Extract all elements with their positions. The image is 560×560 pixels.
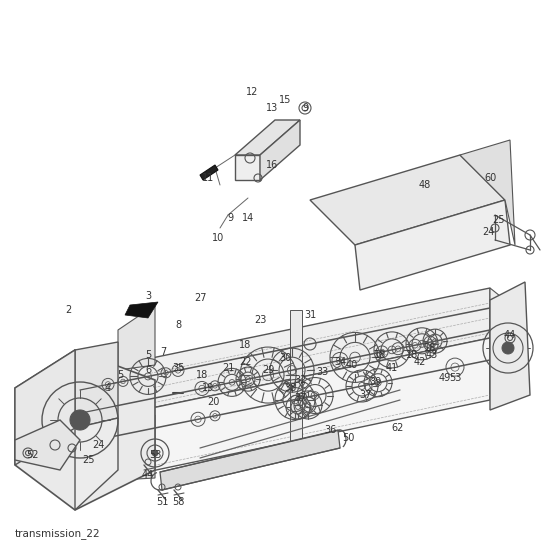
Text: 32: 32 [294,375,306,385]
Polygon shape [125,302,158,318]
Text: 20: 20 [207,397,219,407]
Text: 38: 38 [284,383,296,393]
Text: 18: 18 [196,370,208,380]
Text: 16: 16 [266,160,278,170]
Text: 40: 40 [346,360,358,370]
Text: 44: 44 [504,330,516,340]
Text: 50: 50 [342,433,354,443]
Text: 18: 18 [239,340,251,350]
Text: 8: 8 [175,320,181,330]
Circle shape [70,410,90,430]
Text: 42: 42 [414,357,426,367]
Polygon shape [355,200,510,290]
Text: 53: 53 [449,373,461,383]
Polygon shape [260,120,300,180]
Polygon shape [490,282,530,410]
Text: 39: 39 [369,377,381,387]
Text: 6: 6 [145,365,151,375]
Text: 48: 48 [419,180,431,190]
Text: 49: 49 [439,373,451,383]
Text: 4: 4 [105,383,111,393]
Text: 21: 21 [222,363,234,373]
Text: 29: 29 [262,365,274,375]
Polygon shape [490,312,520,400]
Polygon shape [310,155,505,245]
Text: transmission_22: transmission_22 [15,528,101,539]
Text: 24: 24 [92,440,104,450]
Text: 18: 18 [424,343,436,353]
Text: 52: 52 [26,450,38,460]
Text: 27: 27 [194,293,206,303]
Polygon shape [118,288,490,415]
Polygon shape [15,350,75,465]
Text: 31: 31 [304,310,316,320]
Polygon shape [235,120,300,155]
Text: 5: 5 [145,350,151,360]
Text: 19: 19 [202,383,214,393]
Text: 53: 53 [149,450,161,460]
Polygon shape [200,165,218,180]
Text: 9: 9 [227,213,233,223]
Text: 23: 23 [254,315,266,325]
Text: 43: 43 [426,350,438,360]
Text: 3: 3 [145,291,151,301]
Text: 22: 22 [239,357,251,367]
Text: 14: 14 [242,213,254,223]
Polygon shape [490,288,520,338]
Text: 33: 33 [316,367,328,377]
Polygon shape [75,342,118,428]
Text: 60: 60 [484,173,496,183]
Text: 34: 34 [334,357,346,367]
Polygon shape [118,338,490,478]
Text: 10: 10 [212,233,224,243]
Polygon shape [15,350,155,510]
Text: 25: 25 [82,455,94,465]
Polygon shape [160,430,340,490]
Circle shape [152,450,158,456]
Text: 2: 2 [65,305,71,315]
Text: 35: 35 [172,363,184,373]
Polygon shape [460,140,515,245]
Circle shape [502,342,514,354]
Text: 62: 62 [392,423,404,433]
Text: 9: 9 [302,103,308,113]
Text: 25: 25 [492,215,504,225]
Text: 37: 37 [359,390,371,400]
Polygon shape [118,415,155,480]
Text: 18: 18 [406,350,418,360]
Text: 30: 30 [279,353,291,363]
Polygon shape [15,420,80,470]
Text: 11: 11 [202,173,214,183]
Text: 41: 41 [386,363,398,373]
Text: 15: 15 [279,95,291,105]
Text: 12: 12 [246,87,258,97]
Text: 5: 5 [117,370,123,380]
Text: 24: 24 [482,227,494,237]
Text: 36: 36 [324,425,336,435]
Text: 7: 7 [160,347,166,357]
Text: 37: 37 [294,393,306,403]
Polygon shape [235,155,260,180]
Text: 18: 18 [374,350,386,360]
Text: 58: 58 [172,497,184,507]
Polygon shape [290,310,302,445]
Text: 13: 13 [266,103,278,113]
Polygon shape [118,305,155,370]
Text: 44: 44 [142,470,154,480]
Polygon shape [75,418,118,510]
Text: 51: 51 [156,497,168,507]
